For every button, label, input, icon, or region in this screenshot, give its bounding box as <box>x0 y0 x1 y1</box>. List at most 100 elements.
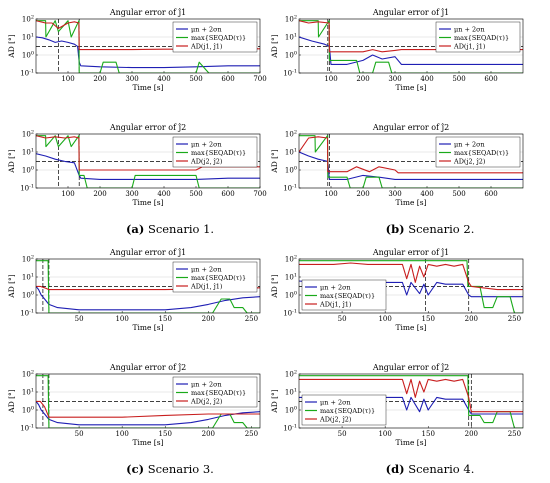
legend-label: max{SEQAD(τ)} <box>454 34 509 42</box>
series-line-green <box>36 20 260 73</box>
x-tick-label: 600 <box>484 75 497 83</box>
x-tick-label: 50 <box>338 315 347 323</box>
series-line-red <box>299 378 523 413</box>
x-tick-label: 250 <box>508 430 521 438</box>
legend-label: max{SEQAD(τ)} <box>454 149 509 157</box>
x-tick-label: 600 <box>221 75 234 83</box>
chart-b-2: Angular error of ĵ2 10-1 100 101 102 100 200 30… <box>270 123 524 207</box>
y-tick-label: 102 <box>285 15 297 24</box>
y-axis-label: AD [°] <box>270 389 279 413</box>
x-tick-label: 300 <box>125 190 138 198</box>
x-tick-label: 150 <box>159 315 172 323</box>
x-tick-label: 200 <box>202 430 215 438</box>
y-tick-label: 102 <box>285 370 297 379</box>
x-axis-label: Time [s] <box>395 438 426 447</box>
chart-c-1: Angular error of ĵ1 10-1 100 101 102 50 100 150… <box>7 248 261 332</box>
y-tick-label: 100 <box>285 291 297 300</box>
legend-label: μn + 2σn <box>191 380 222 388</box>
plot-frame <box>35 133 261 189</box>
x-axis-label: Time [s] <box>132 83 163 92</box>
y-tick-label: 101 <box>22 148 34 157</box>
legend-label: AD(j2, ĵ2) <box>190 157 223 165</box>
y-tick-label: 101 <box>285 33 297 42</box>
y-tick-label: 101 <box>22 273 34 282</box>
chart-title: Angular error of ĵ1 <box>109 248 186 257</box>
plot-frame <box>35 258 261 314</box>
chart-title: Angular error of ĵ1 <box>372 248 449 257</box>
x-tick-label: 200 <box>93 75 106 83</box>
y-tick-label: 10-1 <box>283 309 297 318</box>
legend-label: max{SEQAD(τ)} <box>320 292 375 300</box>
caption-a-text: Scenario 1. <box>147 222 215 236</box>
chart-title: Angular error of ĵ1 <box>372 8 449 17</box>
x-tick-label: 250 <box>508 315 521 323</box>
x-axis-label: Time [s] <box>132 323 163 332</box>
caption-d-text: Scenario 4. <box>408 462 475 476</box>
x-tick-label: 100 <box>115 315 128 323</box>
x-tick-label: 400 <box>157 190 170 198</box>
x-axis-label: Time [s] <box>395 323 426 332</box>
legend-label: AD(j2, ĵ2) <box>453 157 486 165</box>
legend-box <box>172 261 258 293</box>
y-tick-label: 102 <box>285 255 297 264</box>
x-tick-label: 300 <box>125 75 138 83</box>
x-tick-label: 150 <box>422 315 435 323</box>
x-tick-label: 50 <box>338 430 347 438</box>
x-tick-label: 500 <box>189 190 202 198</box>
x-tick-label: 50 <box>75 315 84 323</box>
x-tick-label: 50 <box>75 430 84 438</box>
chart-d-2: Angular error of ĵ2 10-1 100 101 102 50 100 150… <box>270 363 524 447</box>
chart-title: Angular error of ĵ1 <box>109 8 186 17</box>
y-tick-label: 102 <box>22 15 34 24</box>
legend-label: μn + 2σn <box>191 265 222 273</box>
caption-b: (b) Scenario 2. <box>320 222 540 236</box>
legend-label: AD(j1, ĵ1) <box>319 300 352 308</box>
plot-frame <box>298 258 524 314</box>
legend-label: max{SEQAD(τ)} <box>191 149 246 157</box>
x-tick-label: 500 <box>189 75 202 83</box>
y-tick-label: 100 <box>285 51 297 60</box>
x-tick-label: 500 <box>452 75 465 83</box>
y-tick-label: 101 <box>285 273 297 282</box>
y-axis-label: AD [°] <box>7 34 16 58</box>
x-axis-label: Time [s] <box>132 198 163 207</box>
caption-a: (a) Scenario 1. <box>60 222 280 236</box>
y-tick-label: 10-1 <box>283 69 297 78</box>
series-line-blue <box>299 36 523 65</box>
y-tick-label: 10-1 <box>20 309 34 318</box>
x-tick-label: 100 <box>378 430 391 438</box>
y-tick-label: 10-1 <box>20 184 34 193</box>
y-tick-label: 102 <box>22 255 34 264</box>
y-tick-label: 101 <box>22 388 34 397</box>
x-tick-label: 600 <box>221 190 234 198</box>
y-axis-label: AD [°] <box>7 389 16 413</box>
y-axis-label: AD [°] <box>270 34 279 58</box>
legend-label: μn + 2σn <box>454 25 485 33</box>
legend-label: μn + 2σn <box>454 140 485 148</box>
plot-frame <box>35 18 261 74</box>
x-tick-label: 200 <box>465 315 478 323</box>
chart-a-1: Angular error of ĵ1 10-1 100 101 102 100 200 30… <box>7 8 267 92</box>
series-line-blue <box>299 151 523 180</box>
legend-label: AD(j2, ĵ2) <box>190 397 223 405</box>
y-tick-label: 100 <box>22 291 34 300</box>
y-tick-label: 10-1 <box>283 184 297 193</box>
series-line-blue <box>36 153 260 180</box>
series-line-red <box>299 136 523 174</box>
x-tick-label: 100 <box>378 315 391 323</box>
series-line-green <box>299 260 523 313</box>
caption-c: (c) Scenario 3. <box>60 462 280 476</box>
x-tick-label: 300 <box>388 75 401 83</box>
y-tick-label: 10-1 <box>20 424 34 433</box>
x-tick-label: 200 <box>465 430 478 438</box>
x-tick-label: 400 <box>420 190 433 198</box>
x-tick-label: 600 <box>484 190 497 198</box>
caption-a-label: (a) <box>125 222 145 236</box>
chart-d-1: Angular error of ĵ1 10-1 100 101 102 50 100 150… <box>270 248 524 332</box>
